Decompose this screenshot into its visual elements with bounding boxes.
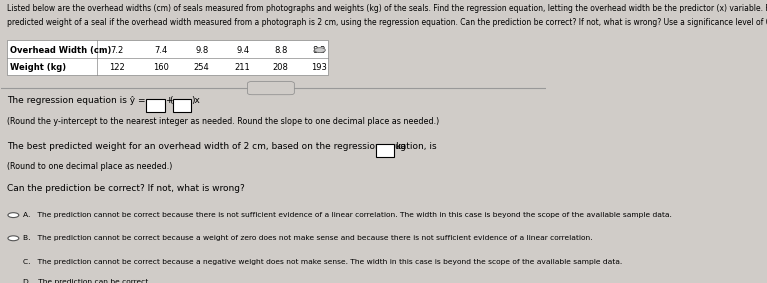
Text: (: ( <box>169 97 173 106</box>
FancyBboxPatch shape <box>7 40 328 74</box>
Text: Can the prediction be correct? If not, what is wrong?: Can the prediction be correct? If not, w… <box>7 184 245 193</box>
Text: 160: 160 <box>153 63 169 72</box>
Text: 9.4: 9.4 <box>236 46 249 55</box>
Circle shape <box>8 280 19 283</box>
Text: 211: 211 <box>235 63 251 72</box>
Text: 254: 254 <box>194 63 209 72</box>
Text: Listed below are the overhead widths (cm) of seals measured from photographs and: Listed below are the overhead widths (cm… <box>7 4 767 13</box>
Circle shape <box>8 259 19 264</box>
Circle shape <box>8 236 19 241</box>
Text: 8.3: 8.3 <box>312 46 325 55</box>
Circle shape <box>314 48 325 53</box>
Text: C.   The prediction cannot be correct because a negative weight does not make se: C. The prediction cannot be correct beca… <box>23 258 622 265</box>
Text: A.   The prediction cannot be correct because there is not sufficient evidence o: A. The prediction cannot be correct beca… <box>23 212 672 218</box>
Text: 7.4: 7.4 <box>154 46 167 55</box>
Text: predicted weight of a seal if the overhead width measured from a photograph is 2: predicted weight of a seal if the overhe… <box>7 18 767 27</box>
Text: 7.2: 7.2 <box>110 46 124 55</box>
Text: +: + <box>165 97 173 106</box>
Text: (Round to one decimal place as needed.): (Round to one decimal place as needed.) <box>7 162 173 171</box>
FancyBboxPatch shape <box>173 99 192 112</box>
Text: 122: 122 <box>110 63 125 72</box>
Text: D.   The prediction can be correct.: D. The prediction can be correct. <box>23 279 151 283</box>
Text: )x: )x <box>192 97 200 106</box>
FancyBboxPatch shape <box>248 82 295 95</box>
FancyBboxPatch shape <box>376 144 394 157</box>
Text: 8.8: 8.8 <box>274 46 288 55</box>
Text: 9.8: 9.8 <box>195 46 209 55</box>
Text: kg: kg <box>395 142 406 151</box>
Text: (Round the y-intercept to the nearest integer as needed. Round the slope to one : (Round the y-intercept to the nearest in… <box>7 117 439 126</box>
Text: The best predicted weight for an overhead width of 2 cm, based on the regression: The best predicted weight for an overhea… <box>7 142 436 151</box>
Circle shape <box>8 213 19 218</box>
Text: Weight (kg): Weight (kg) <box>9 63 66 72</box>
Text: 208: 208 <box>273 63 288 72</box>
Text: Overhead Width (cm): Overhead Width (cm) <box>9 46 111 55</box>
Text: B.   The prediction cannot be correct because a weight of zero does not make sen: B. The prediction cannot be correct beca… <box>23 235 593 241</box>
FancyBboxPatch shape <box>146 99 165 112</box>
Text: The regression equation is ŷ =: The regression equation is ŷ = <box>7 97 145 106</box>
Text: 193: 193 <box>311 63 327 72</box>
